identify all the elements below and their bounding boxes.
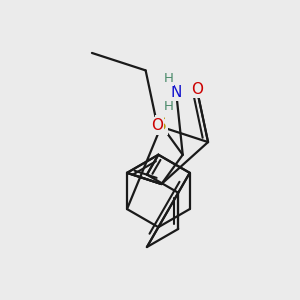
Text: H: H bbox=[164, 100, 174, 113]
Text: H: H bbox=[164, 72, 174, 85]
Text: O: O bbox=[191, 82, 203, 98]
Text: N: N bbox=[170, 85, 182, 100]
Text: S: S bbox=[156, 116, 167, 134]
Text: O: O bbox=[152, 118, 164, 133]
